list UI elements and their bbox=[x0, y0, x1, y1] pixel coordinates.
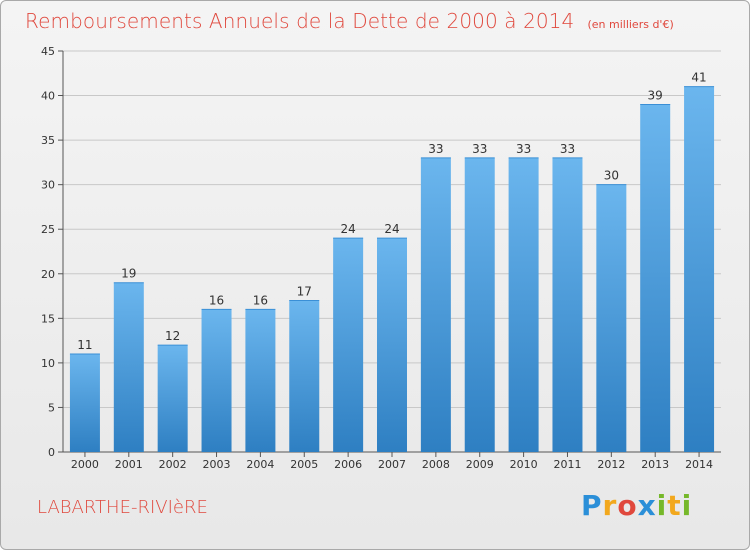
x-tick-label: 2011 bbox=[553, 458, 581, 471]
x-tick-label: 2009 bbox=[466, 458, 494, 471]
bar-value-label: 33 bbox=[516, 142, 531, 156]
chart-title: Remboursements Annuels de la Dette de 20… bbox=[25, 9, 575, 33]
x-tick-label: 2002 bbox=[159, 458, 187, 471]
bar-value-label: 33 bbox=[472, 142, 487, 156]
bar bbox=[552, 157, 583, 452]
bar-value-label: 39 bbox=[648, 88, 663, 102]
x-tick-label: 2008 bbox=[422, 458, 450, 471]
bar-value-label: 33 bbox=[428, 142, 443, 156]
x-tick-label: 2000 bbox=[71, 458, 99, 471]
bar bbox=[333, 238, 364, 452]
bar bbox=[508, 157, 539, 452]
bar bbox=[289, 300, 320, 452]
bar bbox=[464, 157, 495, 452]
bar-value-label: 24 bbox=[384, 222, 399, 236]
bar bbox=[201, 309, 232, 452]
x-tick-label: 2003 bbox=[203, 458, 231, 471]
x-tick-label: 2001 bbox=[115, 458, 143, 471]
proxiti-logo: Proxiti bbox=[581, 489, 692, 522]
y-tick-label: 15 bbox=[41, 312, 55, 325]
logo-letter: r bbox=[602, 489, 618, 522]
logo-letter: o bbox=[617, 489, 638, 522]
logo-letter: i bbox=[681, 489, 693, 522]
bar bbox=[69, 353, 100, 452]
y-tick-label: 10 bbox=[41, 357, 55, 370]
bar bbox=[684, 86, 715, 453]
bar bbox=[377, 238, 407, 452]
bar bbox=[157, 345, 188, 452]
y-tick-label: 30 bbox=[41, 179, 55, 192]
x-tick-label: 2014 bbox=[685, 458, 713, 471]
bar-value-label: 19 bbox=[121, 267, 136, 281]
bar-value-label: 30 bbox=[604, 169, 619, 183]
x-tick-label: 2006 bbox=[334, 458, 362, 471]
bar-value-label: 11 bbox=[77, 338, 92, 352]
y-tick-label: 0 bbox=[48, 446, 55, 459]
bar-value-label: 16 bbox=[253, 293, 268, 307]
chart-title-block: Remboursements Annuels de la Dette de 20… bbox=[25, 9, 674, 33]
y-tick-label: 20 bbox=[41, 268, 55, 281]
x-tick-label: 2007 bbox=[378, 458, 406, 471]
logo-letter: t bbox=[667, 489, 682, 522]
bar bbox=[596, 184, 627, 452]
bar bbox=[640, 104, 671, 452]
bar-value-label: 33 bbox=[560, 142, 575, 156]
logo-letter: i bbox=[656, 489, 668, 522]
commune-name: LABARTHE-RIVIèRE bbox=[37, 497, 208, 518]
logo-letter: x bbox=[637, 489, 657, 522]
bar-value-label: 41 bbox=[691, 71, 706, 85]
x-tick-label: 2004 bbox=[246, 458, 274, 471]
bar-value-label: 12 bbox=[165, 329, 180, 343]
y-tick-label: 40 bbox=[41, 90, 55, 103]
bar bbox=[420, 157, 451, 452]
bar-value-label: 16 bbox=[209, 293, 224, 307]
x-tick-label: 2010 bbox=[510, 458, 538, 471]
y-tick-label: 25 bbox=[41, 223, 55, 236]
chart-subtitle: (en milliers d'€) bbox=[587, 18, 674, 31]
x-tick-label: 2005 bbox=[290, 458, 318, 471]
bar bbox=[113, 282, 144, 452]
bar-value-label: 24 bbox=[340, 222, 355, 236]
bar bbox=[245, 309, 276, 452]
logo-letter: P bbox=[581, 489, 603, 522]
y-tick-label: 35 bbox=[41, 134, 55, 147]
x-tick-label: 2013 bbox=[641, 458, 669, 471]
y-tick-label: 5 bbox=[48, 401, 55, 414]
y-tick-label: 45 bbox=[41, 45, 55, 58]
x-tick-label: 2012 bbox=[597, 458, 625, 471]
bar-value-label: 17 bbox=[297, 285, 312, 299]
